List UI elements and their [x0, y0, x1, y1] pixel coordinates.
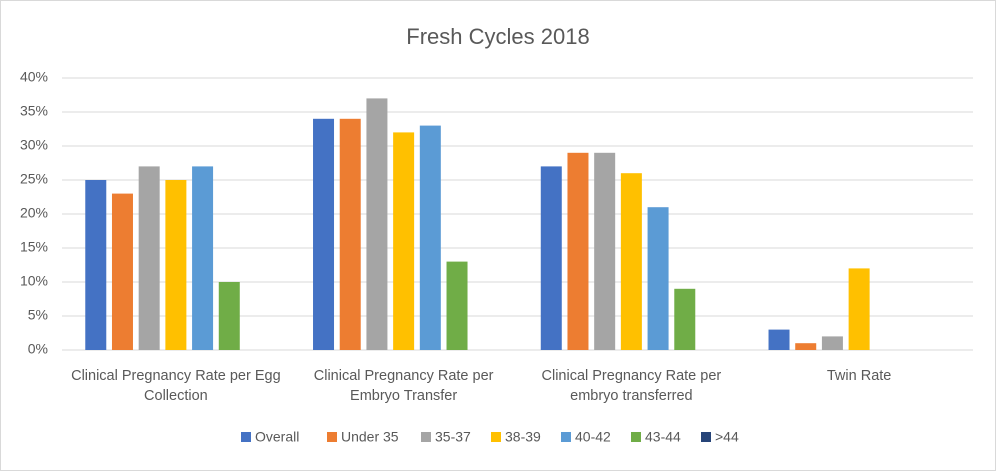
legend-label: >44	[715, 429, 739, 445]
bar	[366, 98, 388, 351]
bar	[540, 166, 562, 350]
legend-swatch	[421, 432, 431, 442]
legend-swatch	[241, 432, 251, 442]
y-tick-label: 5%	[28, 307, 48, 323]
legend-label: 43-44	[645, 429, 681, 445]
bar	[446, 261, 468, 350]
bar	[218, 282, 240, 350]
bar	[848, 268, 870, 350]
x-tick-label: Twin Rate	[826, 368, 892, 384]
y-tick-label: 40%	[20, 69, 48, 85]
y-tick-label: 35%	[20, 103, 48, 119]
bar	[419, 125, 441, 350]
y-tick-label: 30%	[20, 137, 48, 153]
bar	[594, 152, 616, 350]
bar	[192, 166, 214, 350]
legend-swatch	[631, 432, 641, 442]
bar	[567, 152, 589, 350]
legend-swatch	[327, 432, 337, 442]
x-tick-label: Clinical Pregnancy Rate per embryo trans…	[541, 368, 722, 404]
y-tick-label: 15%	[20, 239, 48, 255]
bar	[647, 207, 669, 350]
y-tick-label: 10%	[20, 273, 48, 289]
legend-label: 35-37	[435, 429, 471, 445]
bar	[313, 118, 335, 350]
y-tick-label: 25%	[20, 171, 48, 187]
legend-label: 38-39	[505, 429, 541, 445]
bar	[795, 343, 817, 350]
bar	[85, 180, 107, 350]
bar	[111, 193, 133, 350]
legend-swatch	[491, 432, 501, 442]
legend-label: 40-42	[575, 429, 611, 445]
bar	[620, 173, 642, 350]
legend-swatch	[561, 432, 571, 442]
x-tick-label: Clinical Pregnancy Rate per Embryo Trans…	[313, 368, 494, 404]
bar	[674, 288, 696, 350]
bar	[165, 180, 187, 350]
legend-swatch	[701, 432, 711, 442]
legend-label: Under 35	[341, 429, 399, 445]
bar	[339, 118, 361, 350]
chart-title: Fresh Cycles 2018	[406, 24, 589, 49]
bar	[821, 336, 843, 350]
y-tick-label: 20%	[20, 205, 48, 221]
y-tick-label: 0%	[28, 341, 48, 357]
legend-label: Overall	[255, 429, 299, 445]
x-tick-label: Clinical Pregnancy Rate per Egg Collecti…	[71, 368, 281, 404]
bar	[138, 166, 160, 350]
bar	[768, 329, 790, 350]
bar	[393, 132, 415, 350]
